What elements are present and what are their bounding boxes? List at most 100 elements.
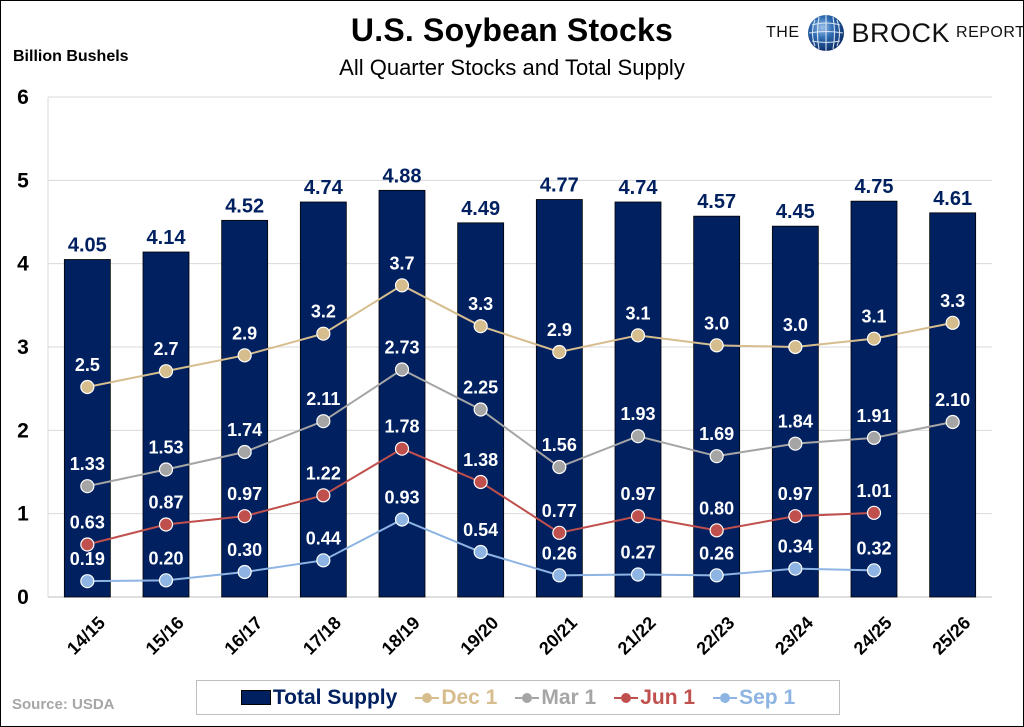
jun1-point (630, 509, 646, 524)
jun1-point (788, 509, 803, 524)
x-tick-label: 16/17 (220, 613, 266, 659)
jun1-value-label: 1.22 (306, 463, 341, 483)
dec1-value-label: 3.1 (625, 303, 650, 323)
legend-label: Total Supply (272, 685, 398, 709)
jun1-point (394, 441, 410, 456)
sep1-point (788, 561, 803, 576)
sep1-value-label: 0.19 (70, 549, 105, 569)
gridlines (47, 96, 992, 598)
sep1-point (473, 544, 488, 560)
dec1-point (394, 278, 410, 293)
dec1-point (866, 331, 882, 346)
x-tick-label: 24/25 (850, 613, 896, 659)
total-supply-value-label: 4.57 (697, 191, 736, 213)
sep1-value-label: 0.27 (620, 543, 655, 563)
total-supply-value-label: 4.14 (147, 227, 187, 249)
legend-item-total-supply: Total Supply (240, 685, 398, 710)
dec1-point (709, 338, 724, 353)
mar1-point (866, 430, 882, 445)
mar1-value-label: 1.74 (227, 420, 262, 440)
logo-suffix: REPORT (956, 24, 1024, 41)
sep1-value-label: 0.30 (227, 540, 262, 560)
total-supply-bar (614, 201, 662, 598)
dec1-point (237, 348, 252, 363)
jun1-value-label: 0.97 (227, 484, 262, 504)
mar1-value-label: 2.25 (463, 378, 498, 398)
x-tick-label: 21/22 (614, 613, 660, 659)
sep1-point (237, 564, 252, 580)
dec1-point (945, 315, 960, 330)
dec1-value-label: 3.3 (940, 291, 965, 311)
total-supply-bar (850, 200, 898, 598)
sep1-point (709, 568, 724, 583)
sep1-value-label: 0.26 (699, 543, 734, 563)
y-tick-label: 0 (17, 586, 29, 609)
dec1-value-label: 3.1 (861, 307, 886, 327)
sep1-value-label: 0.44 (306, 528, 341, 548)
total-supply-bar (221, 219, 269, 598)
mar1-point (237, 444, 252, 460)
dec1-point (316, 326, 331, 341)
legend-line-marker (415, 692, 440, 703)
mar1-point (394, 362, 410, 377)
legend-label: Dec 1 (441, 685, 498, 709)
dec1-value-label: 3.0 (704, 313, 729, 333)
mar1-value-label: 1.84 (778, 412, 813, 432)
y-tick-label: 5 (17, 169, 29, 192)
jun1-point (316, 488, 331, 503)
total-supply-bar (142, 251, 190, 598)
sep1-point (394, 512, 410, 527)
x-tick-label: 25/26 (928, 613, 974, 659)
mar1-value-label: 1.53 (148, 438, 183, 458)
mar1-point (552, 459, 567, 475)
jun1-value-label: 0.97 (778, 484, 813, 504)
y-tick-label: 4 (17, 253, 29, 276)
chart-plot: 0 1 2 3 4 5 6 4.05 4.14 4.52 4.74 4.88 4.49 4.77 4.74… (17, 86, 992, 659)
mar1-value-label: 1.33 (70, 454, 105, 474)
sep1-value-label: 0.93 (384, 488, 419, 508)
total-supply-bar (771, 225, 819, 598)
mar1-point (80, 479, 95, 494)
dec1-line (87, 284, 953, 388)
jun1-value-label: 1.78 (384, 417, 419, 437)
legend-item-mar1: Mar 1 (515, 686, 596, 710)
jun1-point (158, 517, 174, 532)
mar1-value-label: 1.69 (699, 424, 734, 444)
sep1-point (158, 573, 174, 588)
jun1-value-label: 0.80 (699, 498, 734, 518)
chart-title: U.S. Soybean Stocks (350, 12, 674, 48)
jun1-value-label: 1.01 (856, 481, 891, 501)
x-axis: 14/15 15/16 16/17 17/18 18/19 19/20 20/21 21/22… (63, 613, 974, 659)
dec1-point (788, 339, 803, 355)
mar1-value-label: 2.73 (384, 338, 419, 358)
dec1-value-label: 2.9 (547, 320, 572, 340)
brock-report-logo: THE BROCK REPORT (766, 10, 1024, 56)
y-tick-label: 2 (17, 419, 29, 442)
stock-lines (80, 278, 960, 589)
jun1-point (866, 505, 882, 520)
mar1-point (473, 402, 488, 417)
x-tick-label: 15/16 (142, 613, 188, 659)
y-axis-unit-label: Billion Bushels (13, 48, 129, 65)
x-tick-label: 17/18 (299, 613, 345, 659)
dec1-point (630, 328, 646, 343)
jun1-point (552, 525, 567, 540)
jun1-value-label: 0.87 (148, 493, 183, 513)
sep1-value-label: 0.34 (778, 537, 813, 557)
jun1-point (80, 537, 95, 552)
dec1-value-label: 3.0 (783, 315, 808, 335)
total-supply-value-label: 4.77 (540, 175, 579, 197)
mar1-value-label: 1.93 (620, 404, 655, 424)
legend-label: Sep 1 (739, 685, 796, 709)
total-supply-value-label: 4.45 (776, 201, 815, 223)
legend-line-marker (713, 692, 738, 703)
dec1-point (158, 364, 174, 379)
mar1-value-label: 2.11 (306, 389, 340, 409)
dec1-point (473, 319, 488, 334)
total-supply-labels: 4.05 4.14 4.52 4.74 4.88 4.49 4.77 4.74 4.57 4.45… (68, 165, 972, 256)
legend-item-jun1: Jun 1 (614, 686, 695, 710)
jun1-point (473, 474, 488, 490)
dec1-value-label: 2.5 (75, 355, 100, 375)
total-supply-value-label: 4.74 (619, 177, 659, 199)
mar1-point (630, 429, 646, 444)
